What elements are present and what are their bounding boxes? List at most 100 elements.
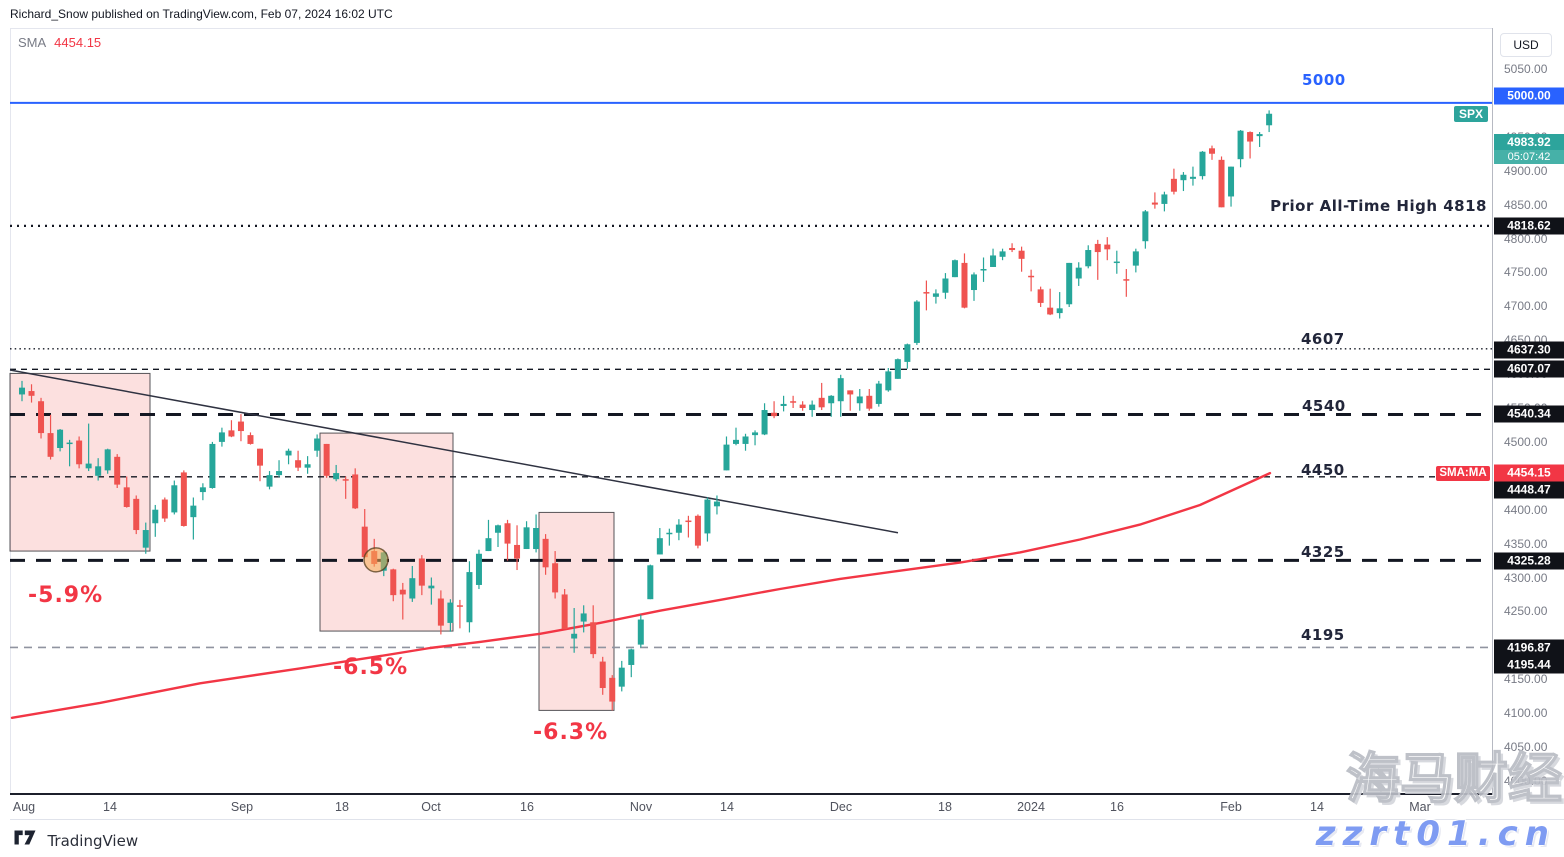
candle-body bbox=[285, 450, 292, 456]
candle-body bbox=[475, 553, 482, 585]
candle-body bbox=[637, 619, 644, 645]
candle-body bbox=[104, 449, 111, 471]
bar-countdown: 05:07:42 bbox=[1494, 150, 1564, 164]
candle-body bbox=[552, 563, 559, 593]
candle-body bbox=[266, 475, 273, 487]
time-tick-label: 14 bbox=[1310, 800, 1324, 814]
time-tick-label: Mar bbox=[1409, 800, 1431, 814]
candle-body bbox=[1256, 134, 1263, 137]
candle-body bbox=[304, 464, 311, 468]
price-level-annotation: Prior All-Time High 4818 bbox=[1270, 197, 1487, 215]
price-level-badge: 4818.62 bbox=[1494, 217, 1564, 235]
candle-body bbox=[818, 397, 825, 408]
candle-body bbox=[713, 501, 720, 507]
candle-body bbox=[1132, 251, 1139, 266]
candle-body bbox=[456, 605, 463, 607]
candle-body bbox=[1237, 130, 1244, 160]
pane-separator bbox=[10, 793, 1564, 795]
price-tick-label: 4050.00 bbox=[1504, 740, 1548, 754]
price-tick-label: 4800.00 bbox=[1504, 231, 1548, 246]
price-tick-label: 4000.00 bbox=[1504, 773, 1548, 788]
candle-body bbox=[76, 440, 83, 465]
price-level-badge: 4454.15 bbox=[1494, 464, 1564, 482]
candle-body bbox=[1009, 247, 1016, 251]
time-axis[interactable]: Aug 14 Sep 18 Oct 16 Nov 14 Dec 18 2024 16 Feb 14 Mar bbox=[10, 795, 1564, 820]
candle-body bbox=[409, 578, 416, 599]
indicator-legend[interactable]: SMA 4454.15 bbox=[18, 35, 101, 50]
candle-body bbox=[1218, 159, 1225, 208]
time-tick-label: 2024 bbox=[1017, 800, 1045, 814]
candle-body bbox=[1180, 174, 1187, 181]
price-tick-label: 5050.00 bbox=[1504, 62, 1548, 76]
price-level-annotation: 4195 bbox=[1301, 626, 1345, 644]
candle-body bbox=[951, 260, 958, 278]
time-tick-label: Dec bbox=[829, 800, 853, 814]
candle-body bbox=[999, 251, 1006, 257]
time-tick-label: 14 bbox=[720, 800, 734, 814]
price-tick-label: 4750.00 bbox=[1504, 265, 1548, 280]
time-tick-label: 18 bbox=[335, 800, 349, 814]
correction-box bbox=[319, 432, 454, 632]
price-level-annotation: 4540 bbox=[1302, 397, 1346, 415]
candle-body bbox=[790, 401, 797, 403]
price-axis[interactable]: USD 5050.004950.004900.004850.004800.004… bbox=[1492, 28, 1564, 795]
price-tick-label: 4300.00 bbox=[1504, 570, 1548, 585]
candle-body bbox=[199, 487, 206, 493]
candle-body bbox=[1209, 148, 1215, 154]
candle-body bbox=[1066, 262, 1073, 305]
price-level-badge: 4196.87 bbox=[1494, 639, 1564, 657]
drawdown-percent-label: -5.9% bbox=[28, 583, 104, 608]
sma-price-chip: SMA:MA bbox=[1436, 466, 1490, 481]
indicator-legend-name: SMA bbox=[18, 35, 47, 50]
time-tick-label: 16 bbox=[520, 800, 534, 814]
time-tick-label: Feb bbox=[1220, 800, 1242, 814]
candle-body bbox=[771, 412, 778, 417]
candle-body bbox=[656, 538, 663, 555]
candle-body bbox=[66, 442, 73, 445]
candle-body bbox=[95, 466, 102, 476]
candle-body bbox=[352, 474, 359, 509]
candle-body bbox=[1170, 178, 1177, 192]
candle-body bbox=[237, 421, 244, 432]
candle-body bbox=[399, 589, 406, 595]
candle-body bbox=[723, 444, 730, 471]
price-level-badge: 4195.44 bbox=[1494, 656, 1564, 674]
candle-body bbox=[847, 390, 854, 395]
candle-body bbox=[875, 383, 882, 404]
candle-body bbox=[809, 404, 816, 411]
candle-body bbox=[1028, 275, 1035, 278]
candle-body bbox=[533, 528, 540, 550]
candle-body bbox=[1094, 243, 1101, 253]
candle-body bbox=[485, 538, 492, 552]
candle-body bbox=[1266, 113, 1273, 126]
candle-body bbox=[799, 404, 806, 408]
price-level-annotation: 4450 bbox=[1301, 461, 1345, 479]
candle-body bbox=[932, 293, 939, 297]
candle-body bbox=[828, 395, 835, 404]
candle-body bbox=[666, 532, 673, 535]
tradingview-logo[interactable]: TradingView bbox=[14, 830, 138, 850]
candle-body bbox=[1228, 166, 1235, 197]
candle-body bbox=[1056, 308, 1063, 314]
candle-body bbox=[980, 269, 987, 271]
candle-body bbox=[437, 598, 444, 626]
price-level-annotation: 4607 bbox=[1301, 330, 1345, 348]
candle-body bbox=[209, 443, 216, 489]
candle-body bbox=[133, 498, 140, 531]
price-level-badge: 4325.28 bbox=[1494, 552, 1564, 570]
currency-toggle-button[interactable]: USD bbox=[1500, 33, 1552, 57]
time-tick-label: 14 bbox=[103, 800, 117, 814]
candle-body bbox=[466, 572, 473, 623]
correction-box bbox=[9, 372, 151, 552]
candle-body bbox=[57, 429, 64, 449]
last-price-value: 4983.92 bbox=[1494, 134, 1564, 150]
candle-body bbox=[894, 359, 901, 379]
candle-body bbox=[47, 433, 54, 457]
price-level-badge: 4607.07 bbox=[1494, 360, 1564, 378]
candle-body bbox=[276, 471, 283, 476]
candle-body bbox=[333, 473, 340, 480]
candle-body bbox=[1161, 194, 1168, 204]
candle-body bbox=[618, 667, 625, 687]
